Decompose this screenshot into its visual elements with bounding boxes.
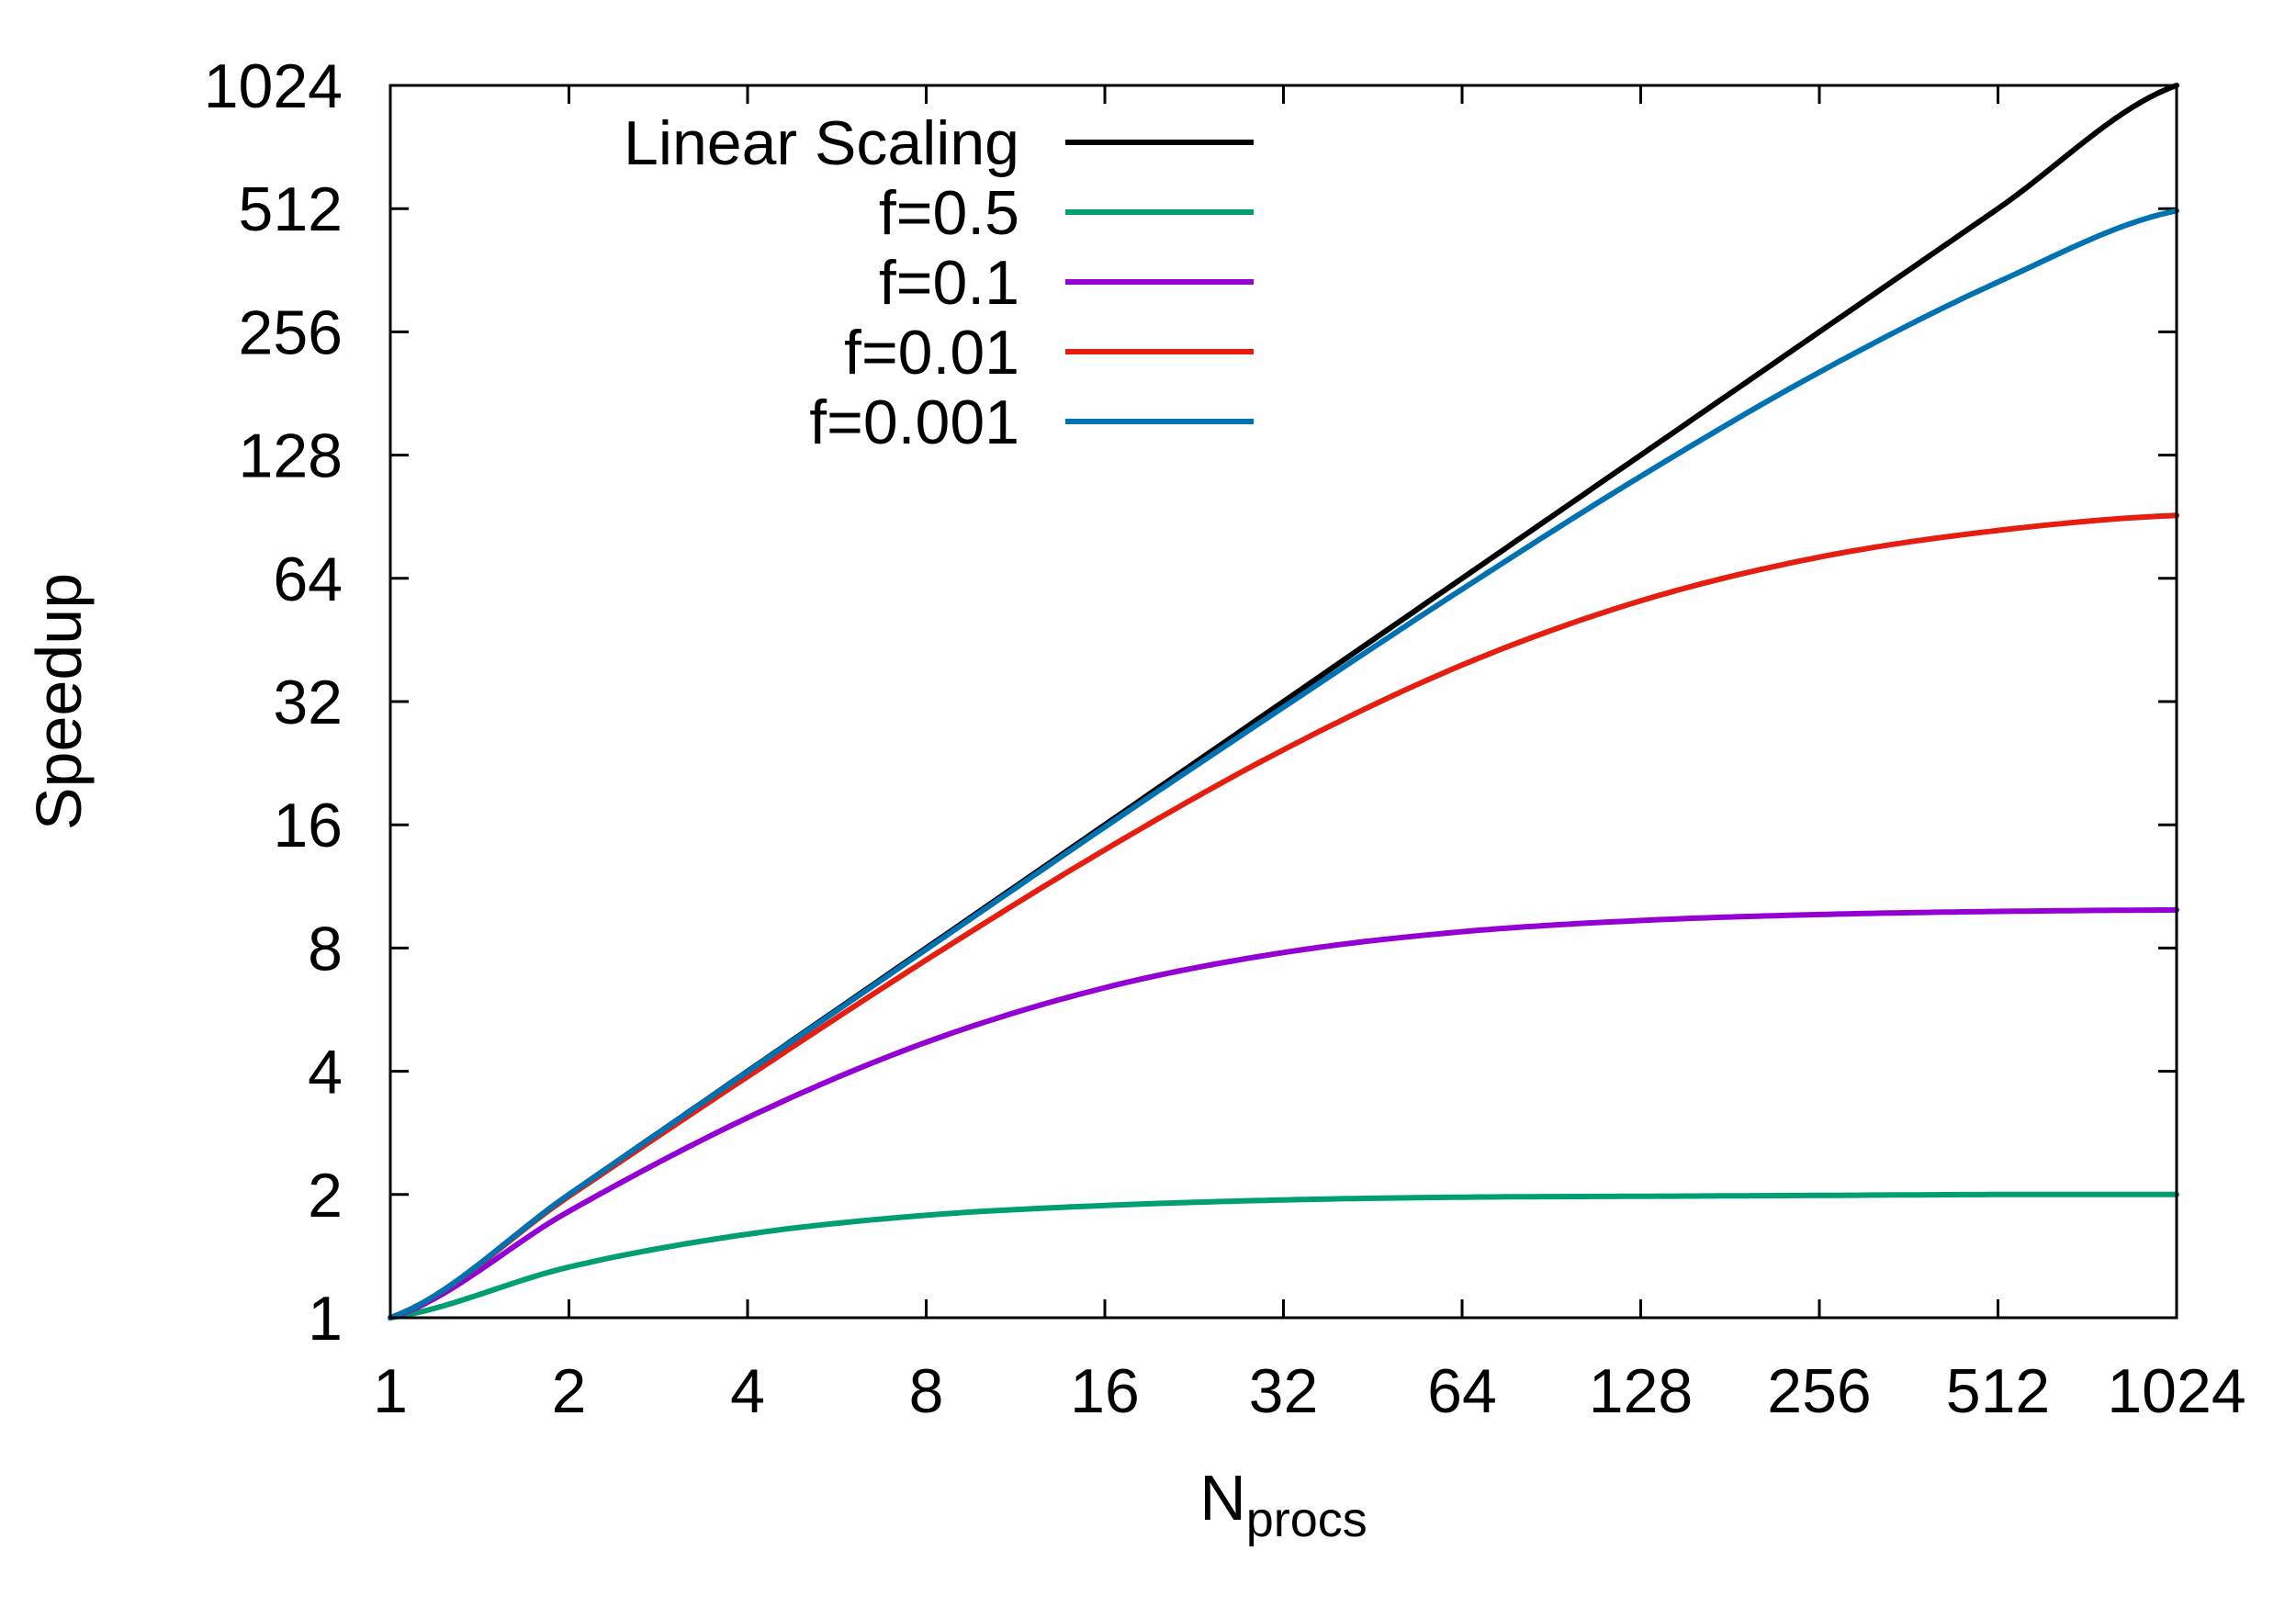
y-tick-label: 512 — [239, 174, 343, 244]
y-axis-title: Speedup — [23, 573, 95, 830]
plot-frame — [388, 84, 2178, 1320]
y-tick-label: 1024 — [204, 51, 343, 121]
x-tick-label: 128 — [1589, 1356, 1693, 1426]
x-axis-title: Nprocs — [1199, 1462, 1367, 1547]
x-axis-title-main: N — [1199, 1462, 1246, 1534]
series-line-1 — [388, 1191, 2179, 1320]
y-tick-label: 1 — [308, 1284, 343, 1354]
x-tick-label: 8 — [909, 1356, 944, 1426]
x-tick-label: 64 — [1427, 1356, 1497, 1426]
y-tick-label: 256 — [239, 298, 343, 367]
y-tick-label: 2 — [308, 1161, 343, 1231]
x-tick-label: 512 — [1946, 1356, 2050, 1426]
x-tick-label: 2 — [552, 1356, 587, 1426]
x-axis-ticks: 1 2 4 8 16 32 64 128 256 512 1024 — [373, 85, 2246, 1426]
x-tick-label: 1 — [373, 1356, 408, 1426]
series-line-2 — [388, 906, 2179, 1320]
series-line-4 — [388, 208, 2179, 1320]
legend-label: f=0.001 — [809, 388, 1019, 457]
y-axis-ticks: 1 2 4 8 16 32 64 128 256 512 1024 — [204, 51, 2177, 1354]
x-tick-label: 32 — [1249, 1356, 1319, 1426]
y-tick-label: 32 — [273, 668, 343, 737]
x-tick-label: 4 — [730, 1356, 765, 1426]
legend-label: f=0.5 — [879, 178, 1019, 248]
series-line-3 — [388, 512, 2179, 1320]
legend-label: f=0.1 — [879, 248, 1019, 318]
x-axis-title-subscript: procs — [1246, 1492, 1367, 1547]
x-tick-label: 256 — [1767, 1356, 1871, 1426]
y-tick-label: 128 — [239, 421, 343, 491]
y-tick-label: 64 — [273, 545, 343, 614]
series-lines — [388, 83, 2179, 1320]
y-tick-label: 8 — [308, 914, 343, 983]
legend-label: f=0.01 — [844, 318, 1019, 388]
x-tick-label: 16 — [1070, 1356, 1140, 1426]
x-tick-label: 1024 — [2107, 1356, 2245, 1426]
y-tick-label: 16 — [273, 791, 343, 860]
legend-label: Linear Scaling — [624, 108, 1019, 178]
y-tick-label: 4 — [308, 1038, 343, 1107]
